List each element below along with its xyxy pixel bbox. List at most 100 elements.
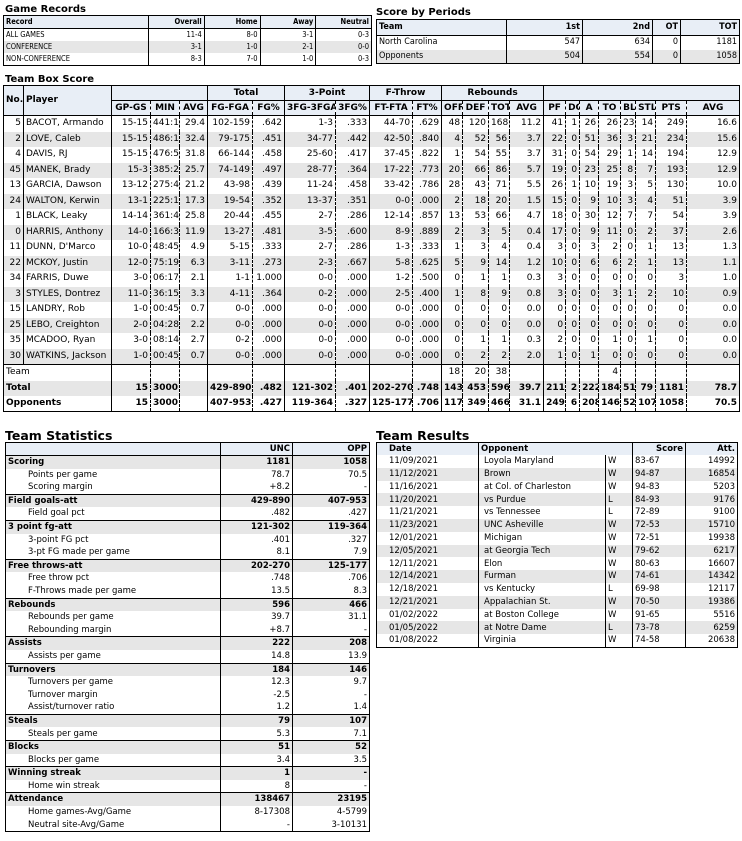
table-cell: 0-0	[207, 302, 253, 318]
column-header: Overall	[148, 15, 205, 29]
table-cell: 0	[635, 317, 656, 333]
table-cell: 547	[506, 35, 583, 50]
table-cell: 15	[111, 395, 151, 411]
table-cell: 2	[488, 348, 510, 365]
table-cell: .417	[335, 147, 370, 163]
table-cell: 0	[620, 302, 636, 318]
table-cell: 1.2	[220, 701, 293, 715]
table-cell: 13	[655, 255, 687, 271]
table-cell: 0.9	[686, 286, 740, 302]
table-cell: 4.7	[509, 209, 544, 225]
table-cell: 3-0	[111, 333, 151, 349]
table-cell: 0	[565, 240, 580, 256]
column-header: AVG	[178, 100, 208, 116]
table-cell: 7	[635, 209, 656, 225]
stat-row: Turnovers per game 12.3 9.7	[6, 676, 370, 689]
game-row: 12/05/2021 at Georgia Tech W 79-62 6217	[376, 544, 738, 558]
table-cell: 18	[543, 209, 566, 225]
table-cell: 1.2	[509, 255, 544, 271]
table-cell: 596	[220, 597, 293, 612]
table-cell: 2-7	[284, 240, 336, 256]
column-header: Opponent	[477, 442, 633, 455]
table-cell	[565, 364, 580, 381]
table-cell: .000	[412, 302, 442, 318]
table-cell: 0.7	[178, 348, 208, 365]
table-cell: 8-9	[369, 224, 413, 240]
table-cell: 44-70	[369, 115, 413, 132]
stat-row: Assists per game 14.8 13.9	[6, 649, 370, 663]
table-cell: 7	[635, 162, 656, 178]
column-header: AVG	[509, 100, 544, 116]
table-cell: Assist/turnover ratio	[28, 702, 115, 713]
table-cell: 5-8	[369, 255, 413, 271]
stat-row: Field goal pct .482.427	[6, 507, 370, 521]
table-cell: .857	[412, 209, 442, 225]
column-group-header	[543, 85, 740, 101]
table-cell: L	[604, 493, 633, 507]
table-cell	[335, 364, 370, 381]
table-cell: 13.9	[292, 649, 370, 663]
column-header: BLK	[620, 100, 636, 116]
table-cell: 3.9	[686, 193, 740, 209]
table-cell: L	[604, 506, 633, 519]
table-cell: .273	[252, 255, 285, 271]
table-cell: HARRIS, Anthony	[23, 224, 112, 240]
table-cell: Steals per game	[28, 728, 98, 739]
table-cell: 11/09/2021	[389, 456, 438, 467]
table-cell: 0	[565, 348, 580, 365]
table-cell: 1.3	[686, 240, 740, 256]
table-cell: 0	[620, 224, 636, 240]
table-cell: 9176	[685, 493, 738, 507]
table-cell: 3.7	[509, 131, 544, 147]
table-cell: 0	[3, 224, 24, 240]
table-cell: 2	[565, 380, 580, 396]
table-cell: 3-0	[111, 271, 151, 287]
table-cell: .364	[335, 162, 370, 178]
table-cell: 0	[579, 271, 599, 287]
table-cell: 43	[462, 178, 489, 194]
table-cell: 31.8	[178, 147, 208, 163]
column-header: DQ	[565, 100, 580, 116]
table-cell: 36	[598, 131, 621, 147]
table-cell: 6	[598, 255, 621, 271]
stat-section-row: Blocks 51 52	[5, 740, 370, 754]
table-cell: 0	[565, 209, 580, 225]
table-cell: 86	[488, 162, 510, 178]
table-cell: MCKOY, Justin	[23, 255, 112, 271]
table-cell: WATKINS, Jackson	[23, 348, 112, 365]
table-cell: 22	[3, 255, 24, 271]
table-cell: Brown	[478, 467, 606, 481]
table-cell: 234	[655, 131, 687, 147]
table-cell: -	[292, 766, 370, 780]
table-cell: .822	[412, 147, 442, 163]
table-cell: 0-3	[315, 28, 372, 41]
player-row: 22 MCKOY, Justin 12-0 75:19 6.3 3-11.273 2-3.6…	[3, 255, 740, 271]
table-cell: 0-2	[284, 286, 336, 302]
table-cell: 54	[579, 147, 599, 163]
player-row: 34 FARRIS, Duwe 3-0 06:17 2.1 1-1 1.000 0-0.000…	[4, 271, 740, 287]
score-by-periods-table: Team 1st 2nd OT TOT North Carolina 547 634 0 1181…	[376, 19, 740, 64]
table-cell: 2.7	[178, 333, 208, 349]
table-cell: 9.7	[292, 676, 370, 689]
table-cell: 2-3	[284, 255, 336, 271]
table-cell: 0	[655, 317, 687, 333]
table-cell: Furman	[478, 570, 606, 583]
column-header: Score	[632, 442, 686, 455]
table-cell: .000	[412, 348, 442, 365]
stat-row: Turnover margin -2.5-	[6, 688, 370, 702]
table-cell: 37-45	[369, 147, 413, 163]
table-cell: 20-44	[207, 209, 253, 225]
table-cell: .286	[335, 209, 370, 225]
table-cell: 14	[635, 115, 656, 132]
table-cell: 39.7	[509, 380, 544, 396]
table-cell: 42-50	[369, 131, 413, 147]
table-cell: 06:17	[150, 271, 180, 287]
table-cell: 1181	[655, 380, 687, 396]
table-cell	[620, 364, 636, 381]
table-cell: 0-0	[207, 317, 253, 333]
stat-section-row: Free throws-att 202-270 125-177	[5, 558, 370, 573]
table-cell: 3.5	[292, 753, 370, 767]
table-cell: 1	[543, 348, 566, 365]
table-cell: 66	[488, 209, 510, 225]
